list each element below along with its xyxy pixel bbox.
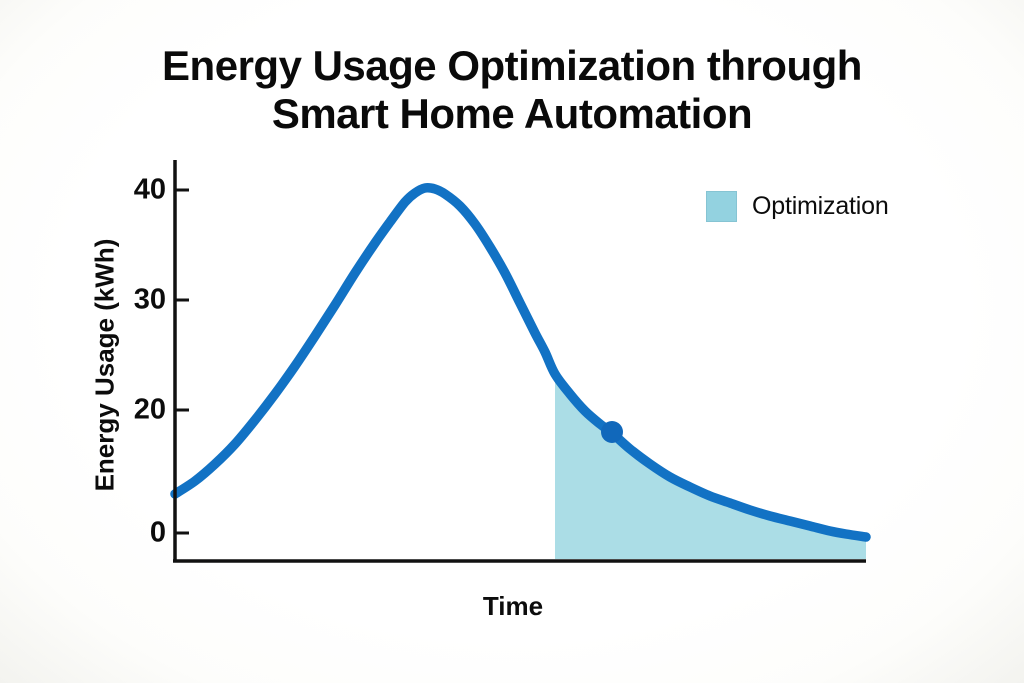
legend-swatch-optimization bbox=[706, 191, 737, 222]
y-tick-label: 0 bbox=[149, 516, 166, 549]
optimization-shaded-area bbox=[555, 374, 866, 559]
energy-usage-curve bbox=[170, 182, 871, 542]
y-tick-label: 20 bbox=[133, 393, 166, 426]
curve-marker-dot bbox=[601, 421, 623, 443]
legend-label-optimization: Optimization bbox=[752, 192, 889, 220]
chart-title-line2: Smart Home Automation bbox=[271, 90, 753, 137]
x-axis-label: Time bbox=[482, 591, 544, 621]
legend: Optimization bbox=[706, 191, 889, 222]
chart-title-line1: Energy Usage Optimization through bbox=[162, 42, 862, 89]
chart-title: Energy Usage Optimization through Smart … bbox=[0, 42, 1024, 138]
y-tick-label: 40 bbox=[133, 173, 166, 206]
y-axis-label: Energy Usage (kWh) bbox=[89, 238, 120, 492]
y-tick-label: 30 bbox=[133, 283, 166, 316]
